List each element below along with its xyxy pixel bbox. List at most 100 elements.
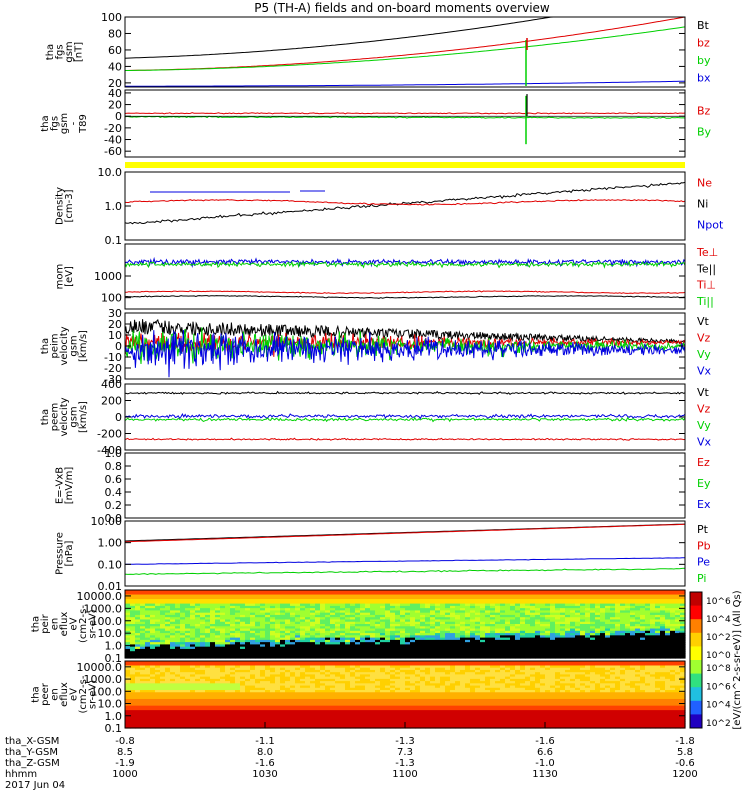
spectrogram-cell <box>250 694 256 698</box>
spectrogram-cell <box>135 630 141 634</box>
spectrogram-cell <box>225 619 231 623</box>
spectrogram-cell <box>260 617 266 621</box>
spectrogram-cell <box>265 653 271 657</box>
spectrogram-cell <box>575 608 581 611</box>
spectrogram-cell <box>525 639 531 643</box>
spectrogram-cell <box>620 596 626 600</box>
spectrogram-cell <box>255 601 261 605</box>
spectrogram-cell <box>575 626 581 630</box>
spectrogram-cell <box>320 626 326 630</box>
spectrogram-cell <box>365 628 371 632</box>
spectrogram-cell <box>325 626 331 630</box>
spectrogram-cell <box>280 687 286 691</box>
spectrogram-cell <box>315 712 321 716</box>
spectrogram-cell <box>340 605 346 609</box>
spectrogram-cell <box>470 617 476 621</box>
y-tick-label: 10 <box>108 329 122 342</box>
spectrogram-cell <box>530 612 536 616</box>
spectrogram-cell <box>185 608 191 611</box>
spectrogram-cell <box>530 596 536 600</box>
spectrogram-cell <box>390 619 396 623</box>
spectrogram-cell <box>670 608 676 611</box>
spectrogram-cell <box>450 624 456 627</box>
spectrogram-cell <box>510 648 516 652</box>
spectrogram-cell <box>270 714 276 718</box>
y-tick-label: 0.4 <box>105 486 123 499</box>
spectrogram-cell <box>285 683 291 687</box>
spectrogram-cell <box>395 592 401 596</box>
spectrogram-cell <box>675 653 681 657</box>
spectrogram-cell <box>300 612 306 616</box>
spectrogram-cell <box>180 723 186 727</box>
spectrogram-cell <box>245 669 251 673</box>
spectrogram-cell <box>350 696 356 700</box>
spectrogram-cell <box>430 590 436 593</box>
spectrogram-cell <box>300 669 306 673</box>
spectrogram-cell <box>520 630 526 634</box>
spectrogram-cell <box>235 663 241 667</box>
spectrogram-cell <box>155 655 161 659</box>
spectrogram-cell <box>270 683 276 687</box>
spectrogram-cell <box>230 705 236 709</box>
spectrogram-cell <box>225 685 231 689</box>
spectrogram-cell <box>160 651 166 655</box>
spectrogram-cell <box>365 614 371 618</box>
spectrogram-cell <box>560 619 566 623</box>
spectrogram-cell <box>490 603 496 607</box>
spectrogram-cell <box>310 653 316 657</box>
spectrogram-cell <box>185 687 191 691</box>
spectrogram-cell <box>255 624 261 627</box>
spectrogram-cell <box>145 692 151 696</box>
spectrogram-cell <box>340 617 346 621</box>
spectrogram-cell <box>275 687 281 691</box>
spectrogram-cell <box>505 655 511 659</box>
spectrogram-cell <box>355 610 361 614</box>
spectrogram-cell <box>230 672 236 675</box>
spectrogram-cell <box>165 714 171 718</box>
spectrogram-cell <box>245 690 251 693</box>
spectrogram-cell <box>505 633 511 636</box>
spectrogram-cell <box>245 685 251 689</box>
spectrogram-cell <box>575 599 581 602</box>
spectrogram-cell <box>255 592 261 596</box>
spectrogram-cell <box>180 707 186 711</box>
y-axis-label: tha <box>40 115 51 131</box>
spectrogram-cell <box>570 599 576 602</box>
spectrogram-cell <box>235 716 241 720</box>
spectrogram-cell <box>220 621 226 625</box>
spectrogram-cell <box>450 633 456 636</box>
spectrogram-cell <box>235 672 241 675</box>
spectrogram-cell <box>340 725 346 729</box>
spectrogram-cell <box>350 687 356 691</box>
spectrogram-cell <box>245 599 251 602</box>
spectrogram-cell <box>435 648 441 652</box>
spectrogram-cell <box>180 710 186 713</box>
spectrogram-cell <box>160 635 166 639</box>
spectrogram-cell <box>195 719 201 722</box>
spectrogram-cell <box>315 669 321 673</box>
spectrogram-cell <box>485 614 491 618</box>
spectrogram-cell <box>340 676 346 680</box>
spectrogram-cell <box>525 594 531 598</box>
spectrogram-cell <box>260 685 266 689</box>
spectrogram-cell <box>195 626 201 630</box>
spectrogram-cell <box>245 655 251 659</box>
spectrogram-cell <box>170 676 176 680</box>
spectrogram-cell <box>625 614 631 618</box>
spectrogram-cell <box>515 646 521 650</box>
spectrogram-cell <box>350 665 356 669</box>
spectrogram-cell <box>340 714 346 718</box>
spectrogram-cell <box>155 596 161 600</box>
spectrogram-cell <box>225 716 231 720</box>
spectrogram-cell <box>370 639 376 643</box>
spectrogram-cell <box>295 703 301 707</box>
spectrogram-cell <box>670 624 676 627</box>
spectrogram-cell <box>260 678 266 682</box>
spectrogram-cell <box>155 707 161 711</box>
spectrogram-cell <box>235 653 241 657</box>
spectrogram-cell <box>195 698 201 702</box>
spectrogram-cell <box>565 653 571 657</box>
spectrogram-cell <box>285 694 291 698</box>
spectrogram-cell <box>475 592 481 596</box>
